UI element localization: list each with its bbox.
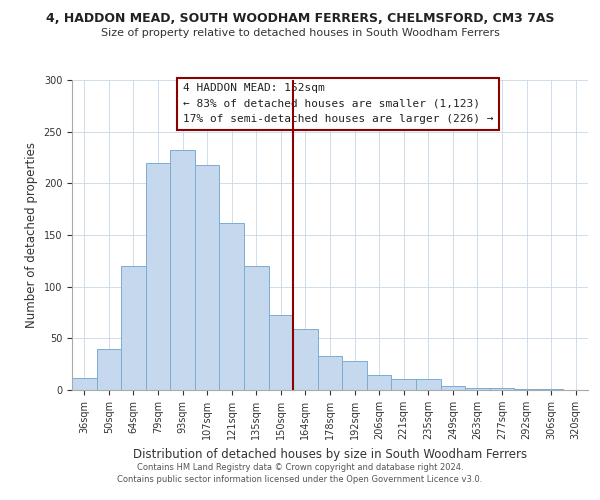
- Bar: [146, 162, 170, 390]
- Bar: [465, 388, 490, 390]
- Bar: [220, 222, 244, 390]
- Bar: [416, 378, 440, 390]
- Text: 4, HADDON MEAD, SOUTH WOODHAM FERRERS, CHELMSFORD, CM3 7AS: 4, HADDON MEAD, SOUTH WOODHAM FERRERS, C…: [46, 12, 554, 26]
- Bar: [391, 378, 416, 390]
- Bar: [293, 329, 318, 390]
- Bar: [318, 356, 342, 390]
- Bar: [170, 150, 195, 390]
- Bar: [195, 164, 220, 390]
- Text: Contains HM Land Registry data © Crown copyright and database right 2024.: Contains HM Land Registry data © Crown c…: [137, 464, 463, 472]
- Text: Contains public sector information licensed under the Open Government Licence v3: Contains public sector information licen…: [118, 475, 482, 484]
- Bar: [97, 348, 121, 390]
- Bar: [539, 389, 563, 390]
- Bar: [244, 266, 269, 390]
- Bar: [367, 374, 391, 390]
- Bar: [440, 386, 465, 390]
- Bar: [121, 266, 146, 390]
- Bar: [342, 361, 367, 390]
- Bar: [514, 389, 539, 390]
- Bar: [269, 314, 293, 390]
- Text: Size of property relative to detached houses in South Woodham Ferrers: Size of property relative to detached ho…: [101, 28, 499, 38]
- Bar: [490, 388, 514, 390]
- X-axis label: Distribution of detached houses by size in South Woodham Ferrers: Distribution of detached houses by size …: [133, 448, 527, 460]
- Text: 4 HADDON MEAD: 152sqm
← 83% of detached houses are smaller (1,123)
17% of semi-d: 4 HADDON MEAD: 152sqm ← 83% of detached …: [183, 83, 493, 124]
- Y-axis label: Number of detached properties: Number of detached properties: [25, 142, 38, 328]
- Bar: [72, 378, 97, 390]
